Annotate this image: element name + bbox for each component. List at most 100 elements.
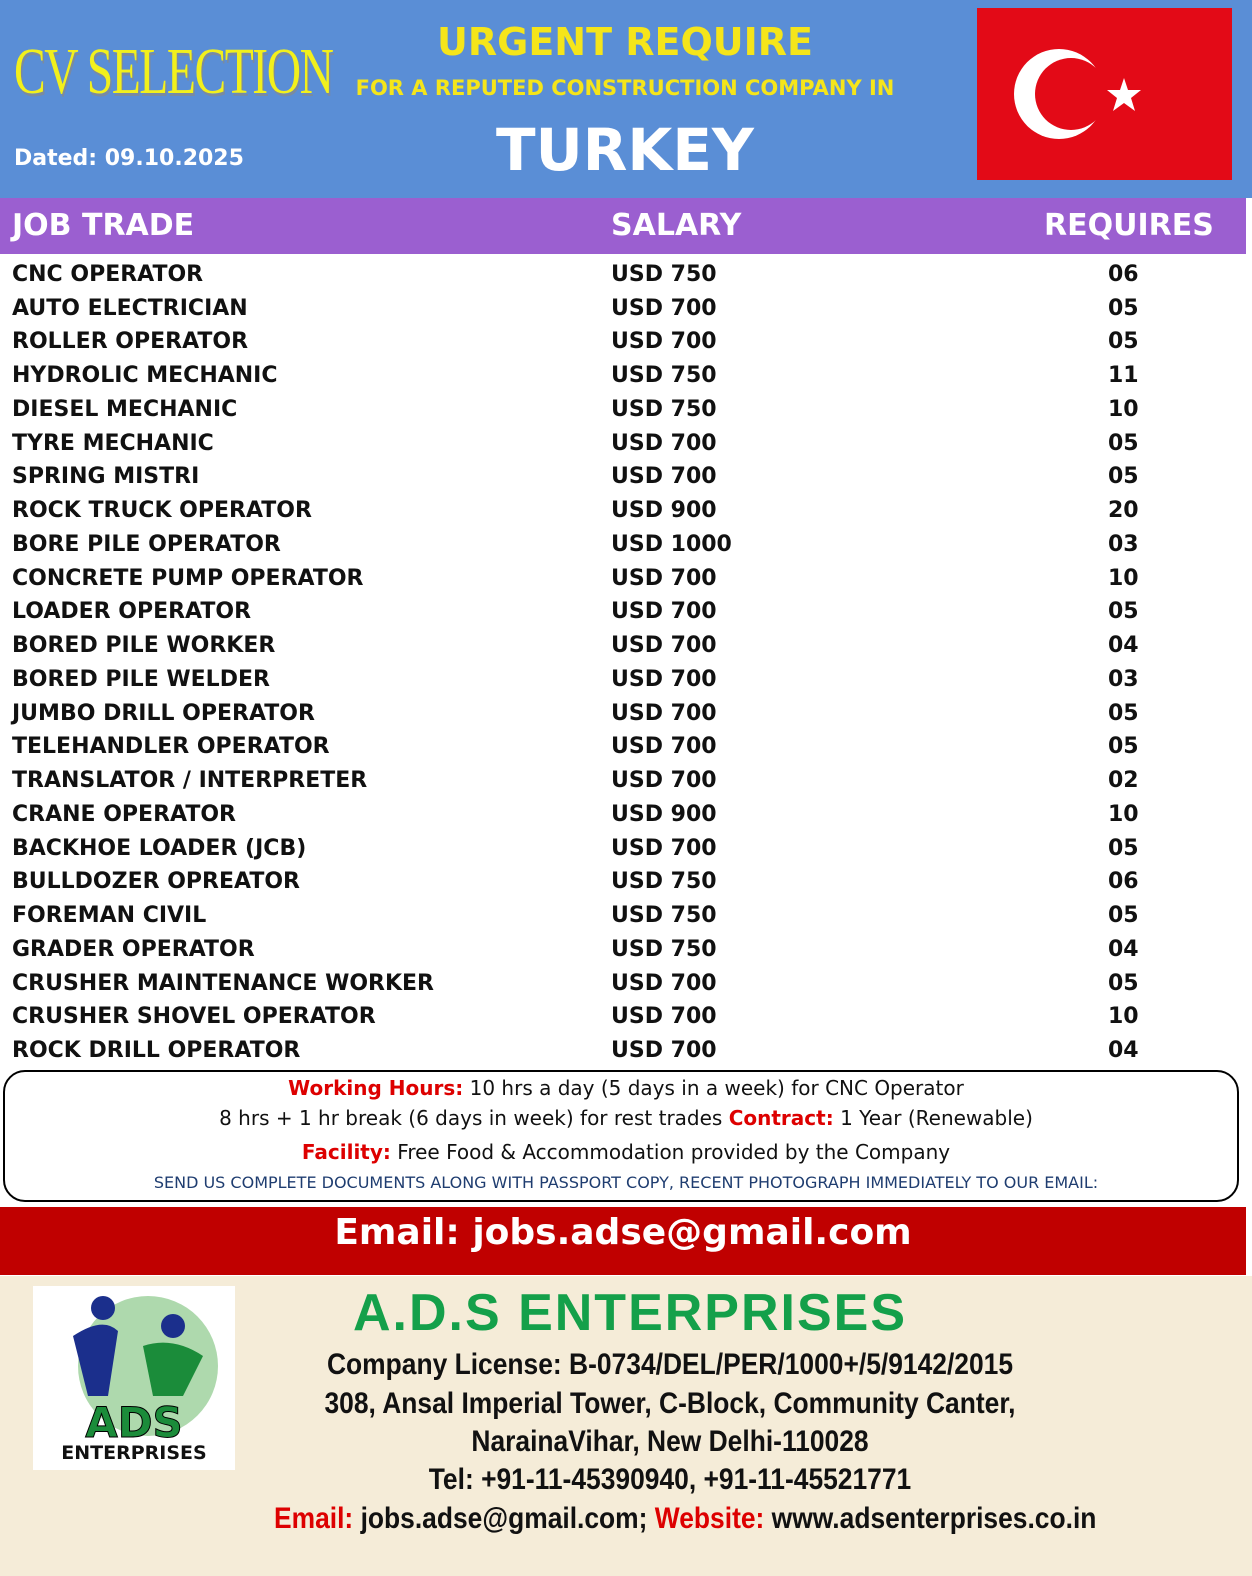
title: URGENT REQUIRE [437, 20, 813, 64]
table-cell: USD 700 [611, 430, 717, 456]
table-cell: 06 [1108, 262, 1139, 287]
info-line: Working Hours: 10 hrs a day (5 days in a… [0, 1076, 1252, 1100]
table-cell: GRADER OPERATOR [12, 936, 255, 962]
info-line: Facility: Free Food & Accommodation prov… [0, 1140, 1252, 1164]
table-cell: USD 700 [611, 295, 717, 321]
table-cell: 10 [1108, 565, 1139, 591]
table-cell: USD 700 [611, 970, 717, 996]
table-cell: 05 [1108, 903, 1139, 929]
table-cell: SPRING MISTRI [12, 464, 200, 490]
column-header: SALARY [611, 208, 742, 243]
table-cell: BULLDOZER OPREATOR [12, 869, 300, 895]
text: 8 hrs + 1 hr break (6 days in week) for … [219, 1106, 723, 1130]
flag [977, 8, 1232, 180]
table-cell: 05 [1108, 430, 1139, 456]
table-cell: HYDROLIC MECHANIC [12, 363, 278, 389]
table-cell: USD 700 [611, 835, 717, 861]
table-cell: CNC OPERATOR [12, 262, 204, 287]
text: 1 Year (Renewable) [840, 1106, 1033, 1130]
table-cell: ROCK TRUCK OPERATOR [12, 498, 312, 524]
column-header: REQUIRES [1044, 208, 1214, 243]
table-cell: 05 [1108, 734, 1139, 760]
email-banner [0, 1207, 1246, 1275]
table-cell: USD 700 [611, 599, 717, 625]
contact-line: Email: jobs.adse@gmail.com; Website: www… [274, 1502, 1096, 1536]
table-cell: BORED PILE WORKER [12, 633, 276, 659]
text: Free Food & Accommodation provided by th… [397, 1140, 951, 1164]
subtitle: FOR A REPUTED CONSTRUCTION COMPANY IN [355, 76, 895, 100]
table-cell: 04 [1108, 633, 1139, 659]
table-cell: USD 700 [611, 734, 717, 760]
logo-sub: ENTERPRISES [61, 1442, 207, 1464]
license: Company License: B-0734/DEL/PER/1000+/5/… [326, 1348, 1014, 1381]
table-cell: 03 [1108, 531, 1139, 557]
table-cell: CRUSHER SHOVEL OPERATOR [12, 1004, 376, 1030]
table-cell: USD 700 [611, 464, 717, 490]
table-cell: USD 750 [611, 903, 717, 929]
table-cell: 05 [1108, 970, 1139, 996]
table-cell: FOREMAN CIVIL [12, 903, 207, 929]
table-cell: 05 [1108, 599, 1139, 625]
table-cell: 04 [1108, 936, 1139, 962]
company-name: A.D.S ENTERPRISES [352, 1284, 908, 1342]
address: 308, Ansal Imperial Tower, C-Block, Comm… [324, 1387, 1016, 1420]
country: TURKEY [496, 116, 754, 184]
table-cell: TYRE MECHANIC [12, 430, 214, 456]
table-cell: 05 [1108, 700, 1139, 726]
table-cell: USD 900 [611, 498, 717, 524]
table-cell: 03 [1108, 666, 1139, 692]
label: Facility: [301, 1140, 391, 1164]
table-cell: TELEHANDLER OPERATOR [12, 734, 330, 760]
label: Working Hours: [288, 1076, 464, 1100]
website: www.adsenterprises.co.in [771, 1502, 1097, 1535]
table-cell: USD 700 [611, 1004, 717, 1030]
info-box [3, 1070, 1239, 1202]
logo-text: CV SELECTION [14, 35, 334, 108]
table-cell: USD 1000 [611, 531, 732, 557]
table-cell: ROCK DRILL OPERATOR [12, 1038, 301, 1064]
table-cell: 10 [1108, 396, 1139, 422]
table-cell: CONCRETE PUMP OPERATOR [12, 565, 364, 591]
table-cell: 04 [1108, 1038, 1139, 1064]
table-cell: USD 750 [611, 396, 717, 422]
email-banner-text: Email: jobs.adse@gmail.com [334, 1212, 912, 1253]
column-header: JOB TRADE [12, 208, 195, 243]
table-cell: 02 [1108, 768, 1139, 794]
label: Email: [274, 1502, 354, 1535]
table-cell: CRUSHER MAINTENANCE WORKER [12, 970, 434, 996]
table-cell: USD 900 [611, 801, 717, 827]
table-cell: JUMBO DRILL OPERATOR [12, 700, 315, 726]
table-cell: 06 [1108, 869, 1139, 895]
table-cell: USD 700 [611, 565, 717, 591]
tel: Tel: +91-11-45390940, +91-11-45521771 [428, 1463, 912, 1496]
text: 10 hrs a day (5 days in a week) for CNC … [469, 1076, 964, 1100]
table-cell: LOADER OPERATOR [12, 599, 252, 625]
logo-graphic [73, 1296, 218, 1436]
table-cell: USD 700 [611, 768, 717, 794]
table-header: JOB TRADE SALARY REQUIRES [0, 198, 1246, 254]
company-logo: ADS ENTERPRISES [33, 1286, 235, 1470]
table-cell: 10 [1108, 801, 1139, 827]
table-cell: CRANE OPERATOR [12, 801, 236, 827]
table-cell: DIESEL MECHANIC [12, 396, 238, 422]
table-cell: BACKHOE LOADER (JCB) [12, 835, 307, 861]
table-cell: 05 [1108, 835, 1139, 861]
label: Contract: [728, 1106, 834, 1130]
table-cell: USD 700 [611, 1038, 717, 1064]
table-cell: USD 700 [611, 329, 717, 355]
table-cell: USD 700 [611, 633, 717, 659]
table-cell: AUTO ELECTRICIAN [12, 295, 248, 321]
label: Website: [654, 1502, 765, 1535]
table-cell: USD 750 [611, 363, 717, 389]
table-cell: TRANSLATOR / INTERPRETER [12, 768, 368, 794]
table-cell: BORE PILE OPERATOR [12, 531, 281, 557]
send-note: SEND US COMPLETE DOCUMENTS ALONG WITH PA… [153, 1173, 1099, 1192]
table-cell: 10 [1108, 1004, 1139, 1030]
table-cell: USD 750 [611, 869, 717, 895]
dated: Dated: 09.10.2025 [14, 146, 244, 171]
table-cell: USD 700 [611, 666, 717, 692]
table-cell: BORED PILE WELDER [12, 666, 270, 692]
table-cell: USD 750 [611, 936, 717, 962]
table-cell: 05 [1108, 464, 1139, 490]
